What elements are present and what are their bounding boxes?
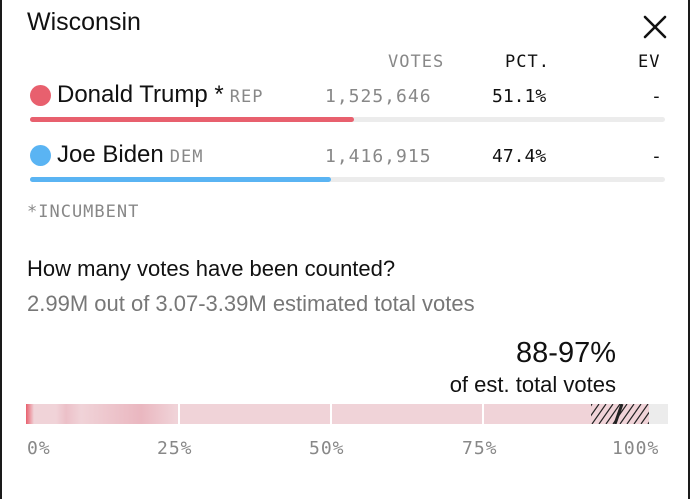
party-label: DEM: [169, 147, 204, 167]
votes-counted-question: How many votes have been counted?: [27, 256, 396, 281]
axis-label-25: 25%: [157, 438, 193, 459]
hatch-line: [640, 411, 649, 424]
state-title: Wisconsin: [27, 8, 141, 36]
candidate-row-trump: Donald Trump * REP 1,525,646 51.1% -: [2, 78, 690, 118]
axis-label-0: 0%: [27, 438, 51, 459]
pct-column-header: PCT.: [505, 52, 550, 72]
votes-counted-progress-bar: [26, 404, 668, 424]
counted-fill: [26, 404, 591, 424]
tick-75: [482, 404, 484, 424]
close-icon[interactable]: [640, 12, 670, 42]
electoral-votes: -: [651, 86, 662, 107]
axis-label-50: 50%: [309, 438, 345, 459]
party-color-dot: [30, 85, 51, 106]
estimated-total-votes: 2.99M out of 3.07-3.39M estimated total …: [27, 291, 475, 316]
electoral-votes: -: [651, 146, 662, 167]
vote-percent: 47.4%: [492, 146, 547, 167]
incumbent-note: *INCUMBENT: [27, 202, 140, 222]
party-color-dot: [30, 145, 51, 166]
candidate-name-text: Joe Biden: [57, 141, 164, 168]
axis-label-75: 75%: [462, 438, 498, 459]
candidate-name: Donald Trump * REP: [57, 81, 263, 109]
party-label: REP: [229, 87, 264, 107]
axis-label-100: 100%: [612, 438, 660, 459]
ev-column-header: EV: [638, 52, 661, 72]
hatch-line: [619, 404, 635, 424]
hatch-line: [605, 404, 621, 424]
vote-share-fill: [30, 177, 331, 182]
tick-50: [330, 404, 332, 424]
estimate-range-hatch: [591, 404, 649, 424]
vote-count: 1,525,646: [325, 86, 432, 107]
candidate-name-text: Donald Trump *: [57, 81, 224, 108]
current-count-marker: [613, 404, 624, 424]
vote-share-bar-biden: [30, 177, 665, 182]
hatch-line: [598, 404, 614, 424]
hatch-line: [591, 404, 607, 424]
candidate-row-biden: Joe Biden DEM 1,416,915 47.4% -: [2, 138, 690, 178]
counted-percent-label: of est. total votes: [449, 372, 616, 397]
vote-share-fill: [30, 117, 354, 122]
vote-percent: 51.1%: [492, 86, 547, 107]
vote-count: 1,416,915: [325, 146, 432, 167]
candidate-name: Joe Biden DEM: [57, 141, 203, 169]
hatch-line: [626, 404, 642, 424]
hatch-line: [591, 404, 600, 417]
vote-share-bar-trump: [30, 117, 665, 122]
hatch-line: [633, 404, 649, 424]
counted-percent-range: 88-97%: [516, 337, 616, 369]
tick-25: [178, 404, 180, 424]
votes-column-header: VOTES: [388, 52, 445, 72]
